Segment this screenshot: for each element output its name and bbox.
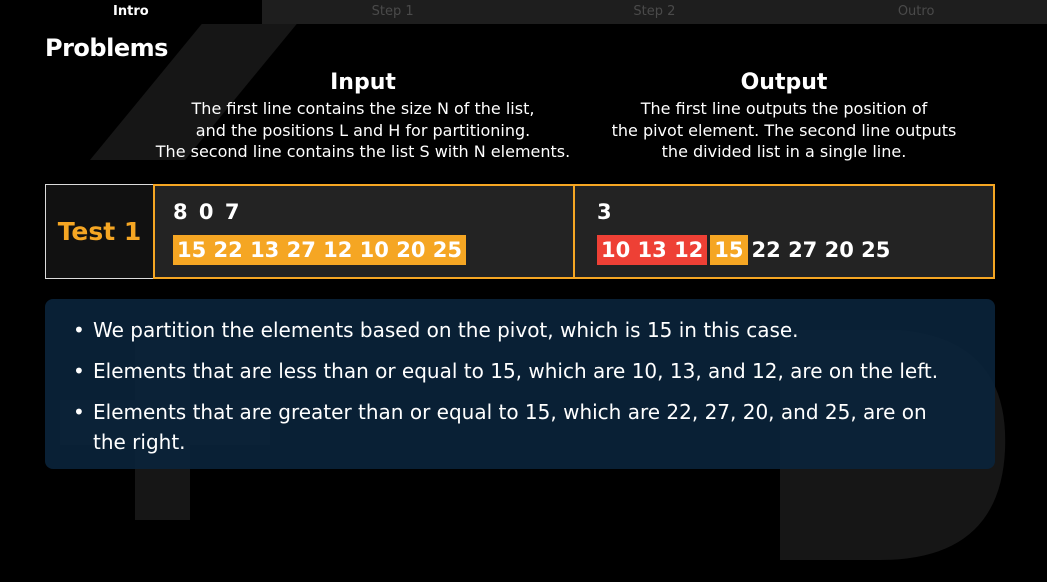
page-title: Problems — [45, 34, 168, 62]
test-input-line1: 8 0 7 — [173, 200, 242, 224]
explanation-item: • Elements that are greater than or equal… — [73, 397, 955, 457]
tab-step-1[interactable]: Step 1 — [261, 0, 524, 24]
test-label: Test 1 — [45, 184, 153, 279]
tab-outro[interactable]: Outro — [785, 0, 1047, 24]
test-output-cell: 3 10 13 12 15 22 27 20 25 — [574, 184, 995, 279]
test-input-list: 15 22 13 27 12 10 20 25 — [173, 235, 466, 265]
bullet-icon: • — [73, 359, 85, 383]
explanation-panel: • We partition the elements based on the … — [45, 299, 995, 469]
explanation-item: • Elements that are less than or equal to… — [73, 356, 955, 386]
output-right-partition: 22 27 20 25 — [751, 238, 891, 262]
test-input-line2-row: 15 22 13 27 12 10 20 25 — [173, 235, 573, 265]
bullet-icon: • — [73, 400, 85, 424]
test-output-line1: 3 — [597, 200, 614, 224]
explanation-list: • We partition the elements based on the … — [73, 315, 955, 457]
explanation-item: • We partition the elements based on the … — [73, 315, 955, 345]
test-output-line2-row: 10 13 12 15 22 27 20 25 — [597, 235, 993, 265]
output-heading: Output — [740, 70, 828, 95]
output-section: Output The first line outputs the positi… — [575, 68, 993, 163]
tab-step-2[interactable]: Step 2 — [523, 0, 786, 24]
input-section: Input The first line contains the size N… — [150, 68, 576, 163]
input-description: The first line contains the size N of th… — [155, 99, 571, 161]
explanation-text: Elements that are less than or equal to … — [93, 359, 939, 383]
output-left-partition: 10 13 12 — [597, 235, 708, 265]
tab-intro[interactable]: Intro — [0, 0, 262, 24]
output-pivot: 15 — [710, 235, 748, 265]
test-input-cell: 8 0 7 15 22 13 27 12 10 20 25 — [153, 184, 574, 279]
tab-bar: Intro Step 1 Step 2 Outro — [0, 0, 1047, 24]
explanation-text: We partition the elements based on the p… — [93, 318, 799, 342]
output-description: The first line outputs the position of t… — [611, 99, 957, 161]
input-heading: Input — [330, 70, 396, 95]
explanation-text: Elements that are greater than or equal … — [93, 400, 927, 454]
bullet-icon: • — [73, 318, 85, 342]
test-table: Test 1 8 0 7 15 22 13 27 12 10 20 25 3 1… — [45, 184, 995, 279]
